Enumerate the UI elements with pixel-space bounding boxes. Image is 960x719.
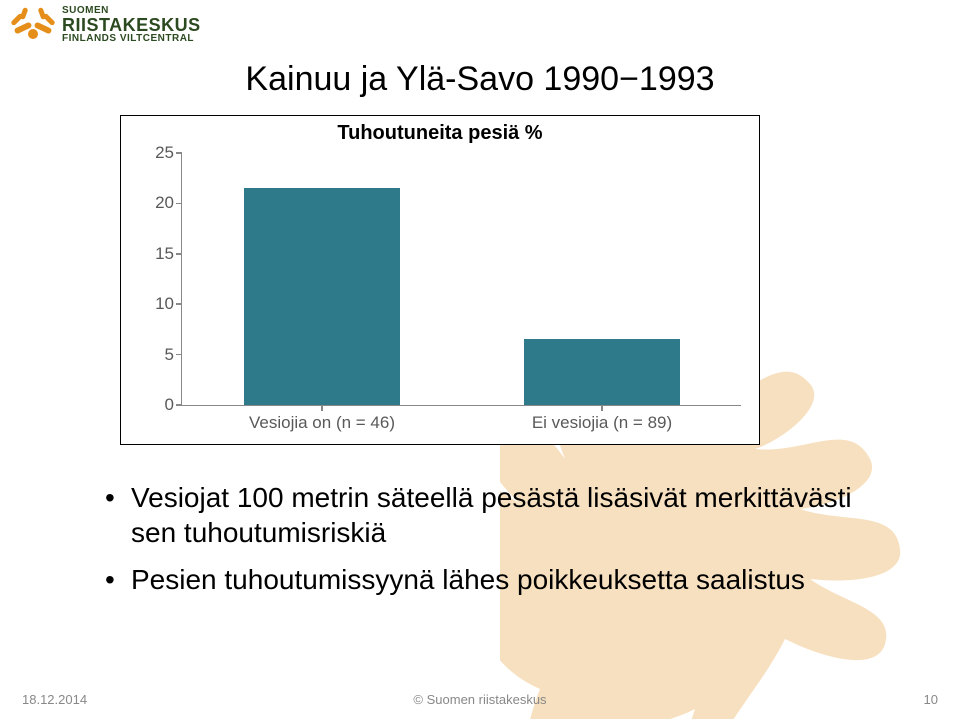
chart-bar — [244, 188, 401, 405]
brand-logo: SUOMEN RIISTAKESKUS FINLANDS VILTCENTRAL — [10, 6, 201, 44]
x-category-label: Ei vesiojia (n = 89) — [532, 413, 672, 433]
y-tick-mark — [176, 354, 182, 356]
x-category-label: Vesiojia on (n = 46) — [249, 413, 395, 433]
y-tick-label: 5 — [165, 345, 174, 365]
x-tick-mark — [321, 405, 323, 411]
y-tick-mark — [176, 203, 182, 205]
y-tick-mark — [176, 253, 182, 255]
brand-text: SUOMEN RIISTAKESKUS FINLANDS VILTCENTRAL — [62, 6, 201, 44]
y-tick-label: 20 — [155, 193, 174, 213]
chart-bar — [524, 339, 681, 405]
brand-line3: FINLANDS VILTCENTRAL — [62, 34, 201, 44]
chart-container: Tuhoutuneita pesiä % 0510152025Vesiojia … — [120, 115, 760, 445]
bullet-item: Pesien tuhoutumissyynä lähes poikkeukset… — [105, 562, 865, 597]
chart-title: Tuhoutuneita pesiä % — [121, 122, 759, 145]
x-tick-mark — [601, 405, 603, 411]
bullet-list: Vesiojat 100 metrin säteellä pesästä lis… — [105, 480, 865, 609]
y-tick-label: 15 — [155, 244, 174, 264]
y-tick-mark — [176, 303, 182, 305]
y-tick-mark — [176, 404, 182, 406]
y-tick-label: 0 — [165, 395, 174, 415]
slide: SUOMEN RIISTAKESKUS FINLANDS VILTCENTRAL… — [0, 0, 960, 719]
footer-page-number: 10 — [924, 692, 938, 707]
y-tick-label: 10 — [155, 294, 174, 314]
brand-line2: RIISTAKESKUS — [62, 16, 201, 34]
antlers-icon — [10, 7, 56, 43]
bullet-item: Vesiojat 100 metrin säteellä pesästä lis… — [105, 480, 865, 550]
footer-copyright: © Suomen riistakeskus — [0, 692, 960, 707]
slide-title: Kainuu ja Ylä-Savo 1990−1993 — [0, 60, 960, 99]
y-tick-mark — [176, 152, 182, 154]
y-tick-label: 25 — [155, 143, 174, 163]
chart-plot-area: 0510152025Vesiojia on (n = 46)Ei vesioji… — [181, 154, 741, 406]
